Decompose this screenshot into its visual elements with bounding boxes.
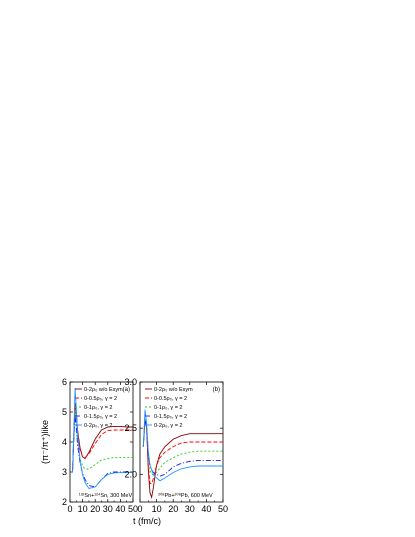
x-tick-label: 50: [128, 504, 138, 514]
x-tick-label: 50: [218, 504, 228, 514]
y-tick-label: 3: [62, 467, 67, 477]
y-tick-label: 3.0: [124, 377, 137, 387]
series-lines: [142, 409, 223, 500]
panel-tag: (a): [123, 387, 130, 393]
panel-a: 0 10 20 30 40 50 2 3 4 5 6 0-2ρ₀ w/o Esym 0-0.5ρ₀, γ…: [62, 377, 138, 514]
x-tick-label: 0: [67, 504, 72, 514]
series-line-3: [72, 411, 133, 473]
series-line-3: [142, 418, 223, 475]
y-tick-label: 5: [62, 407, 67, 417]
reaction-label: ¹³²Sn+¹²⁴Sn, 300 MeV: [79, 492, 133, 499]
series-line-5: [72, 387, 133, 490]
legend-entry: 0-1ρ₀, γ = 2: [154, 405, 183, 411]
legend: 0-2ρ₀ w/o Esym 0-0.5ρ₀, γ = 2 0-1ρ₀, γ = 2…: [145, 387, 193, 429]
x-tick-label: 0: [137, 504, 142, 514]
x-axis-label: t (fm/c): [133, 516, 161, 526]
x-tick-label: 30: [103, 504, 113, 514]
panel-b: 0 10 20 30 40 50 2.0 2.5 3.0 0-2ρ₀ w/o Esym 0-0.5ρ…: [124, 377, 228, 514]
y-tick-label: 2.0: [124, 469, 137, 479]
reaction-label: ²⁰⁸Pb+²⁰⁸Pb, 600 MeV: [158, 492, 213, 499]
x-tick-label: 20: [168, 504, 178, 514]
legend-entry: 0-1.5ρ₀, γ = 2: [84, 414, 117, 420]
legend-entry: 0-1ρ₀, γ = 2: [84, 405, 113, 411]
x-tick-label: 40: [201, 504, 211, 514]
series-line-5: [142, 409, 223, 482]
legend-entry: 0-2ρ₀, γ = 2: [84, 423, 113, 429]
y-tick-label: 2.5: [124, 423, 137, 433]
series-line-1: [142, 418, 223, 500]
legend-entry: 0-0.5ρ₀, γ = 2: [154, 396, 187, 402]
series-line-2: [72, 405, 133, 473]
y-tick-label: 2: [62, 497, 67, 507]
legend-entry: 0-2ρ₀ w/o Esym: [84, 387, 123, 393]
x-tick-label: 40: [115, 504, 125, 514]
y-axis-label: (π⁻/π⁺)like: [40, 420, 50, 464]
x-tick-label: 10: [78, 504, 88, 514]
x-tick-label: 20: [90, 504, 100, 514]
series-line-4: [72, 414, 133, 488]
legend-entry: 0-1.5ρ₀, γ = 2: [154, 414, 187, 420]
y-tick-label: 6: [62, 377, 67, 387]
legend-entry: 0-2ρ₀, γ = 2: [154, 423, 183, 429]
x-tick-label: 30: [185, 504, 195, 514]
legend-entry: 0-0.5ρ₀, γ = 2: [84, 396, 117, 402]
y-tick-label: 4: [62, 437, 67, 447]
legend-entry: 0-2ρ₀ w/o Esym: [154, 387, 193, 393]
legend: 0-2ρ₀ w/o Esym 0-0.5ρ₀, γ = 2 0-1ρ₀, γ = 2…: [75, 387, 123, 429]
panel-tag: (b): [213, 387, 220, 393]
series-lines: [72, 387, 133, 490]
x-tick-label: 10: [152, 504, 162, 514]
